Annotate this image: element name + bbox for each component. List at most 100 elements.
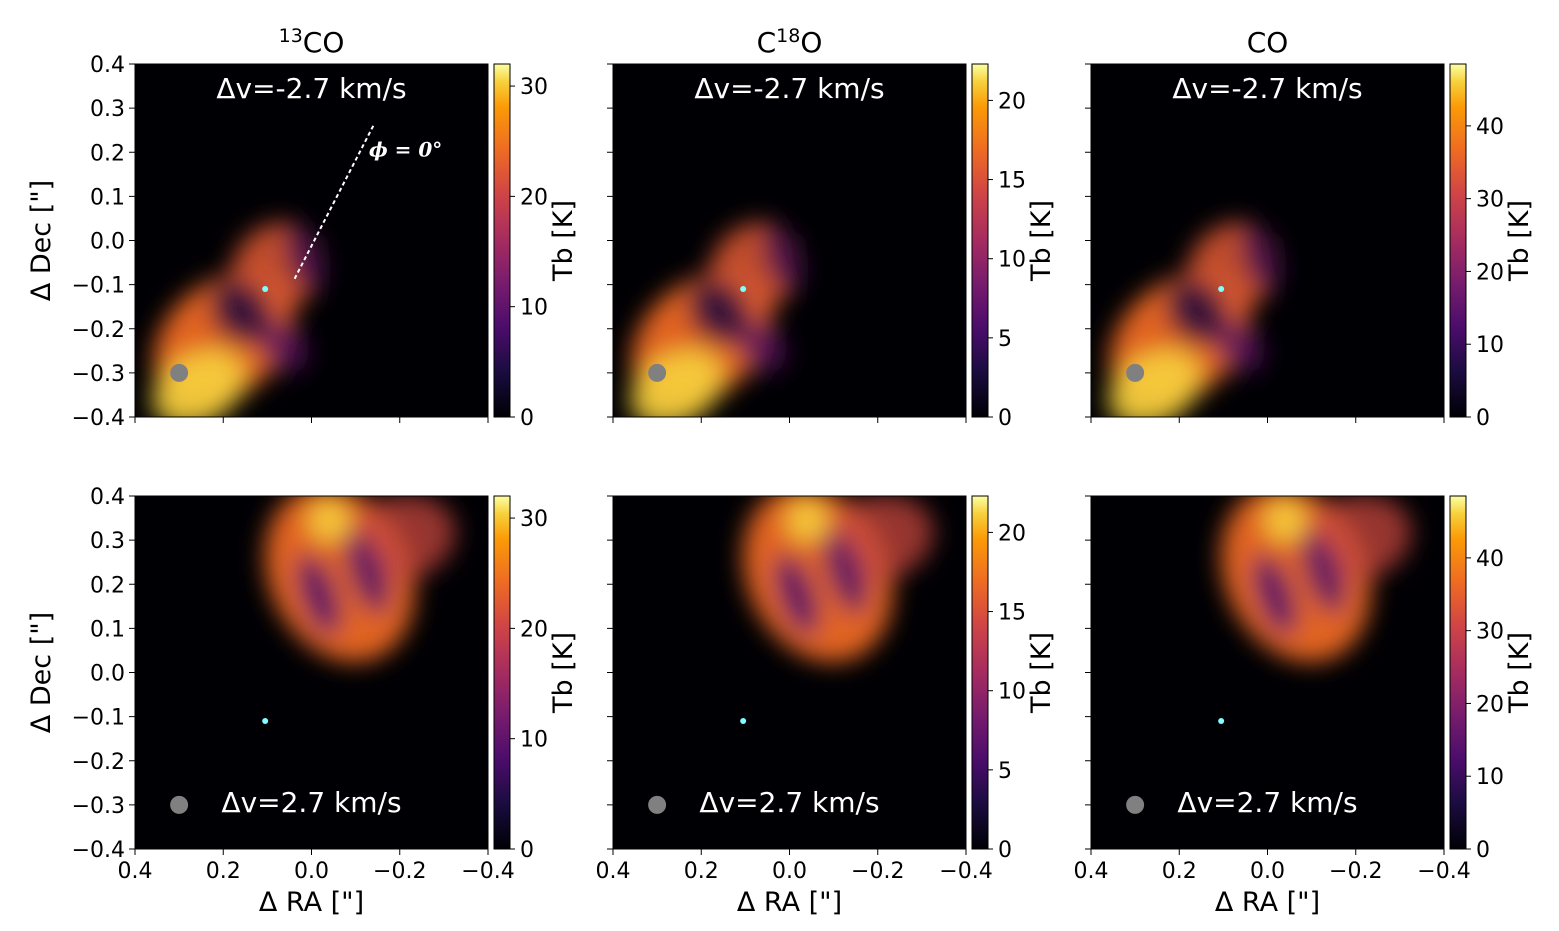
star-marker (1218, 718, 1225, 725)
colorbar-tick-label: 0 (998, 406, 1012, 431)
velocity-annotation: Δv=2.7 km/s (699, 786, 879, 819)
y-tick-label: −0.4 (72, 838, 125, 863)
x-tick-label: 0.0 (294, 859, 329, 884)
y-tick-label: −0.2 (72, 750, 125, 775)
colorbar (1449, 63, 1467, 418)
colorbar-tick-label: 0 (520, 838, 534, 863)
emission-blob (736, 320, 786, 372)
y-tick-label: −0.3 (72, 794, 125, 819)
y-tick-label: 0.4 (90, 53, 125, 78)
colorbar (1449, 495, 1467, 850)
colorbar-tick-label: 5 (998, 759, 1012, 784)
panel-2: C18O Δv=-2.7 km/s 0 5 10 15 20 Tb [K] (607, 25, 1057, 431)
colorbar-tick-label: 30 (520, 75, 548, 100)
velocity-annotation: Δv=2.7 km/s (221, 786, 401, 819)
panel-1: 13CO ϕ = 0° Δv=-2.7 km/s 0.4 0.3 0.2 0.1 0.0 −0.… (26, 25, 579, 431)
panel-title: 13CO (279, 25, 345, 59)
x-tick-label: 0.4 (1074, 859, 1109, 884)
colorbar (971, 495, 989, 850)
y-tick-label: −0.1 (72, 706, 125, 731)
colorbar-tick-label: 15 (998, 601, 1026, 626)
colorbar-label: Tb [K] (1504, 632, 1535, 714)
colorbar-tick-label: 30 (520, 507, 548, 532)
colorbar-tick-label: 20 (998, 521, 1026, 546)
star-marker (740, 286, 747, 293)
colorbar-tick-label: 10 (998, 680, 1026, 705)
x-axis-label: Δ RA ["] (737, 887, 842, 918)
colorbar (971, 63, 989, 418)
colorbar-tick-label: 10 (520, 296, 548, 321)
y-tick-label: 0.0 (90, 230, 125, 255)
emission-map (1108, 222, 1281, 417)
y-tick-label: 0.0 (90, 662, 125, 687)
colorbar-tick-label: 20 (1476, 260, 1504, 285)
velocity-annotation: Δv=-2.7 km/s (694, 72, 884, 105)
x-tick-label: 0.2 (1162, 859, 1197, 884)
y-tick-label: 0.1 (90, 185, 125, 210)
beam-ellipse (1126, 363, 1145, 382)
x-tick-label: 0.4 (118, 859, 153, 884)
emission-map (742, 496, 934, 663)
y-tick-label: 0.1 (90, 617, 125, 642)
beam-ellipse (648, 363, 667, 382)
x-tick-label: −0.4 (1417, 859, 1470, 884)
x-tick-label: −0.4 (939, 859, 992, 884)
colorbar-label: Tb [K] (548, 200, 579, 282)
emission-map (264, 496, 456, 663)
emission-blob (823, 533, 869, 614)
velocity-annotation: Δv=2.7 km/s (1177, 786, 1357, 819)
colorbar-label: Tb [K] (1026, 200, 1057, 282)
emission-blob (1263, 499, 1307, 542)
x-tick-label: 0.2 (206, 859, 241, 884)
emission-blob (774, 554, 819, 636)
colorbar-tick-label: 30 (1476, 620, 1504, 645)
star-marker (1218, 286, 1225, 293)
emission-blob (1165, 278, 1229, 344)
colorbar-label: Tb [K] (1026, 632, 1057, 714)
panel-title: C18O (757, 25, 823, 59)
y-tick-label: 0.4 (90, 485, 125, 510)
colorbar-tick-label: 10 (520, 728, 548, 753)
x-tick-label: 0.0 (772, 859, 807, 884)
star-marker (740, 718, 747, 725)
colorbar-tick-label: 0 (998, 838, 1012, 863)
velocity-annotation: Δv=-2.7 km/s (1172, 72, 1362, 105)
emission-blob (345, 533, 391, 614)
beam-ellipse (170, 795, 189, 814)
emission-map (1220, 496, 1412, 663)
phi-label: ϕ = 0° (369, 138, 442, 162)
colorbar-tick-label: 0 (520, 406, 534, 431)
x-tick-label: 0.4 (596, 859, 631, 884)
phi-axis-line (292, 125, 375, 281)
colorbar-tick-label: 5 (998, 327, 1012, 352)
emission-blob (761, 224, 803, 292)
emission-blob (296, 554, 341, 636)
emission-blob (258, 320, 308, 372)
y-tick-label: −0.4 (72, 406, 125, 431)
beam-ellipse (648, 795, 667, 814)
emission-blob (1301, 533, 1347, 614)
y-tick-label: 0.2 (90, 141, 125, 166)
colorbar-tick-label: 10 (1476, 765, 1504, 790)
colorbar-tick-label: 40 (1476, 115, 1504, 140)
x-tick-label: −0.2 (1329, 859, 1382, 884)
colorbar-tick-label: 10 (1476, 333, 1504, 358)
panel-4: Δv=2.7 km/s 0.4 0.3 0.2 0.1 0.0 −0.1 −0.2 −0.3 −0… (26, 485, 579, 918)
colorbar-tick-label: 20 (998, 89, 1026, 114)
colorbar-tick-label: 0 (1476, 406, 1490, 431)
emission-blob (1252, 554, 1297, 636)
star-marker (262, 718, 269, 725)
y-tick-label: −0.2 (72, 318, 125, 343)
colorbar-tick-label: 40 (1476, 547, 1504, 572)
x-tick-label: −0.4 (461, 859, 514, 884)
panel-title: CO (1247, 26, 1289, 59)
emission-map (630, 222, 803, 417)
velocity-annotation: Δv=-2.7 km/s (216, 72, 406, 105)
emission-blob (1239, 224, 1281, 292)
beam-ellipse (1126, 795, 1145, 814)
colorbar-tick-label: 0 (1476, 838, 1490, 863)
colorbar-label: Tb [K] (548, 632, 579, 714)
emission-blob (1214, 320, 1264, 372)
beam-ellipse (170, 363, 189, 382)
